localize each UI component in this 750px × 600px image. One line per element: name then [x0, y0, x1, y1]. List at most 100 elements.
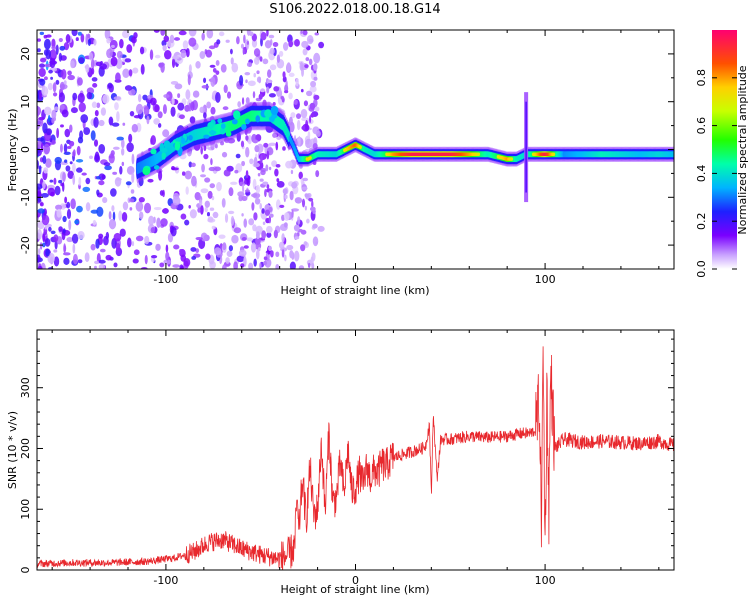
spectrogram-noise-cell [85, 33, 89, 45]
spectrogram-noise-cell [94, 260, 100, 265]
spectrogram-noise-cell [43, 49, 49, 56]
spectrogram-noise-cell [158, 170, 163, 181]
spectrogram-ridge-cluster [188, 134, 193, 141]
spectrogram-noise-cell [256, 70, 260, 75]
spectrogram-noise-cell [153, 118, 160, 125]
spectrogram-noise-cell [65, 34, 71, 44]
spectrogram-noise-cell [218, 31, 225, 37]
spectrogram-noise-cell [275, 199, 281, 210]
spectrogram-noise-cell [188, 30, 197, 37]
spectrogram-noise-cell [160, 62, 165, 73]
spectrogram-noise-cell [171, 57, 176, 68]
spectrogram-x-tick-label: 0 [352, 273, 359, 286]
spectrogram-noise-cell [295, 113, 302, 119]
spectrogram-noise-cell [80, 114, 89, 124]
spectrogram-noise-cell [42, 233, 46, 243]
spectrogram-noise-cell [222, 242, 227, 251]
spectrogram-noise-cell [257, 173, 261, 177]
spectrogram-noise-cell [53, 249, 58, 253]
spectrogram-noise-cell [200, 232, 208, 242]
spectrogram-noise-cell [268, 93, 276, 98]
spectrogram-noise-cell [275, 263, 280, 269]
spectrogram-ridge-cluster [219, 128, 226, 135]
spectrogram-noise-cell [37, 137, 45, 142]
spectrogram-noise-cell [38, 164, 42, 175]
spectrogram-noise-cell [224, 213, 229, 223]
spectrogram-noise-cell [185, 89, 191, 100]
spectrogram-noise [37, 30, 325, 269]
spectrogram-noise-cell [198, 199, 203, 207]
spectrogram-noise-cell [77, 259, 83, 264]
spectrogram-noise-cell [155, 243, 161, 251]
spectrogram-noise-cell [312, 236, 319, 247]
spectrogram-noise-cell [41, 86, 49, 97]
spectrogram-noise-cell [111, 205, 115, 212]
spectrogram-noise-cell [307, 262, 311, 268]
spectrogram-noise-cell [208, 166, 216, 172]
spectrogram-noise-cell [288, 72, 295, 77]
spectrogram-noise-cell [178, 30, 187, 36]
spectrogram-noise-cell [47, 82, 53, 91]
spectrogram-ridge-cluster [150, 148, 157, 155]
spectrogram-noise-cell [278, 50, 284, 57]
spectrogram-noise-cell [247, 134, 252, 145]
spectrogram-noise-cell [302, 48, 308, 56]
spectrogram-noise-cell [128, 133, 133, 143]
spectrogram-ridge-cluster [142, 167, 151, 176]
spectrogram-noise-cell [253, 48, 261, 57]
spectrogram-noise-cell [208, 45, 216, 50]
snr-y-axis-label: SNR (10 * v/v) [6, 411, 19, 489]
colorbar-tick-label: 0.6 [695, 117, 708, 135]
spectrogram-noise-cell [188, 37, 197, 47]
spectrogram-noise-cell [56, 208, 62, 218]
spectrogram-noise-cell [67, 74, 75, 81]
spectrogram-noise-cell [137, 93, 142, 103]
spectrogram-noise-cell [70, 60, 75, 69]
snr-line [37, 346, 674, 570]
spectrogram-noise-cell [150, 226, 156, 234]
spectrogram-noise-cell [209, 183, 216, 189]
spectrogram-noise-cell [72, 253, 78, 265]
spectrogram-noise-cell [78, 102, 86, 113]
spectrogram-noise-cell [94, 154, 101, 163]
spectrogram-noise-cell [149, 49, 154, 60]
spectrogram-noise-cell [69, 124, 73, 133]
spectrogram-noise-cell [312, 223, 318, 229]
spectrogram-noise-cell [308, 38, 314, 43]
spectrogram-ridge-peak [359, 145, 362, 150]
spectrogram-noise-cell [301, 186, 308, 191]
spectrogram-noise-cell [43, 34, 48, 39]
spectrogram-noise-cell [313, 52, 321, 64]
spectrogram-noise-cell [72, 92, 78, 101]
spectrogram-noise-cell [313, 76, 318, 81]
chart-title: S106.2022.018.00.18.G14 [269, 2, 441, 17]
spectrogram-noise-cell [244, 72, 251, 76]
spectrogram-noise-cell [72, 243, 76, 254]
spectrogram-noise-cell [50, 230, 56, 235]
spectrogram-ridge [135, 92, 674, 203]
spectrogram-noise-cell [159, 262, 165, 268]
spectrogram-noise-cell [282, 146, 286, 151]
snr-x-tick-label: -100 [153, 574, 178, 587]
spectrogram-noise-cell [119, 38, 124, 49]
spectrogram-noise-cell [183, 258, 191, 267]
spectrogram-noise-cell [301, 198, 306, 208]
spectrogram-noise-cell [70, 198, 76, 210]
spectrogram-noise-cell [181, 171, 186, 176]
spectrogram-noise-cell [268, 166, 272, 171]
spectrogram-noise-cell [92, 219, 97, 226]
spectrogram-noise-cell [135, 201, 144, 212]
spectrogram-noise-cell [305, 193, 310, 200]
spectrogram-noise-cell [62, 228, 66, 234]
spectrogram-noise-cell [249, 62, 252, 67]
spectrogram-noise-cell [153, 30, 160, 33]
spectrogram-noise-cell [282, 71, 286, 79]
spectrogram-noise-cell [265, 164, 269, 172]
spectrogram-noise-cell [144, 235, 150, 245]
spectrogram-noise-cell [171, 97, 175, 106]
spectrogram-noise-cell [37, 208, 45, 214]
spectrogram-noise-cell [170, 226, 177, 237]
spectrogram-noise-cell [197, 207, 202, 213]
spectrogram-noise-cell [154, 54, 161, 59]
spectrogram-noise-cell [215, 60, 220, 66]
